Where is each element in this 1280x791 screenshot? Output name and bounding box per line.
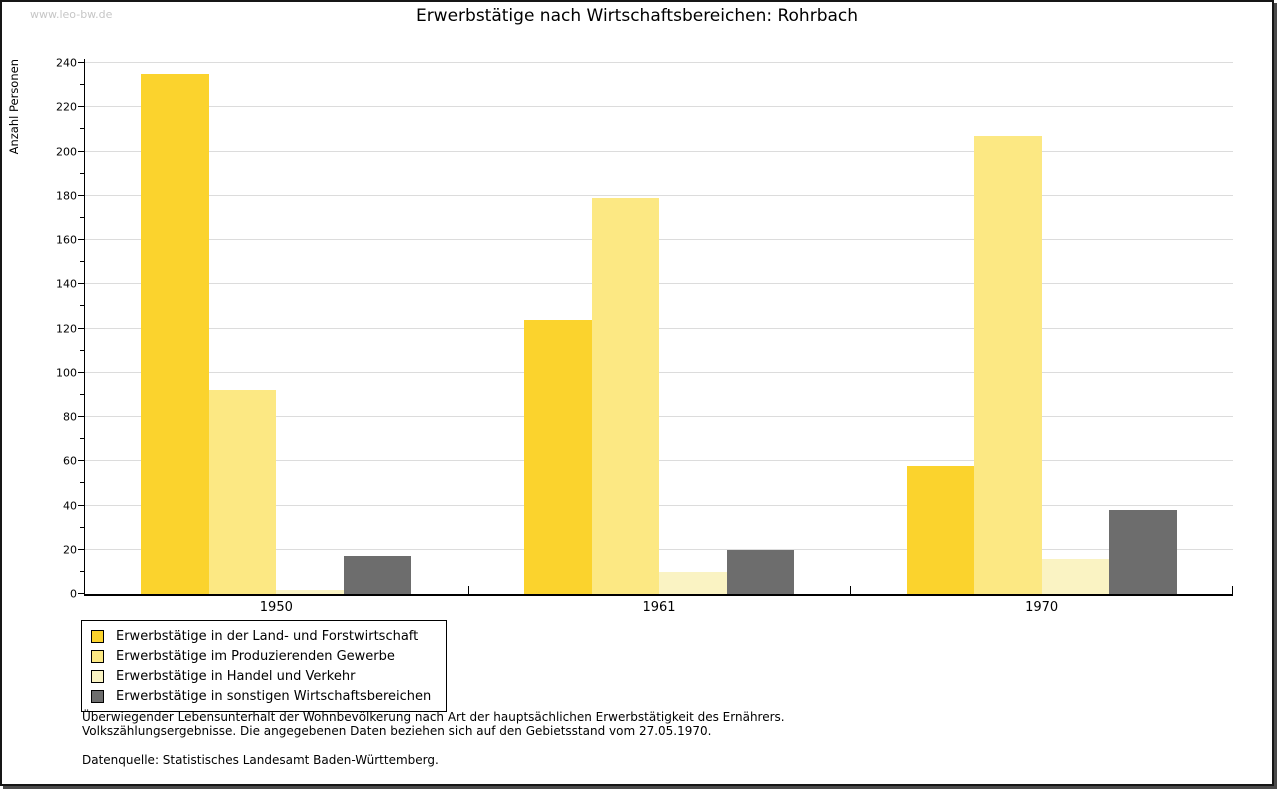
legend-label: Erwerbstätige in sonstigen Wirtschaftsbe… bbox=[116, 688, 432, 704]
y-minor-tick bbox=[80, 482, 84, 484]
gridline bbox=[85, 239, 1233, 240]
gridline bbox=[85, 416, 1233, 417]
bar-1961-series4 bbox=[726, 549, 794, 594]
y-tick bbox=[78, 239, 84, 240]
y-tick bbox=[78, 548, 84, 550]
gridline bbox=[85, 504, 1233, 506]
y-tick bbox=[78, 150, 84, 152]
legend-swatch-icon bbox=[91, 689, 104, 703]
plot-area: 0 20 40 60 80 100 120 140 160 180 200 220 240 1950 196… bbox=[56, 57, 1233, 615]
y-tick-label: 140 bbox=[56, 277, 77, 291]
bar-1950-series3 bbox=[276, 589, 344, 594]
y-tick-label: 40 bbox=[63, 499, 77, 512]
bar-1970-series4 bbox=[1109, 509, 1177, 594]
y-minor-tick bbox=[80, 128, 84, 130]
y-tick-label: 60 bbox=[63, 454, 77, 468]
y-minor-tick bbox=[80, 349, 84, 351]
x-axis-label: 1961 bbox=[642, 600, 676, 615]
legend-box: Erwerbstätige in der Land- und Forstwirt… bbox=[81, 620, 447, 712]
x-axis-label: 1950 bbox=[259, 600, 293, 615]
legend-swatch-icon bbox=[91, 649, 104, 663]
y-tick-label: 220 bbox=[56, 100, 77, 114]
y-tick bbox=[78, 593, 84, 594]
x-tick bbox=[467, 586, 469, 594]
bar-1970-series2 bbox=[974, 136, 1042, 594]
gridline bbox=[85, 327, 1233, 329]
y-minor-tick bbox=[80, 526, 84, 528]
y-minor-tick bbox=[80, 84, 84, 86]
x-axis-label: 1970 bbox=[1025, 600, 1059, 615]
gridline bbox=[85, 460, 1233, 462]
y-tick-label: 80 bbox=[63, 410, 77, 424]
footer-line-2: Volkszählungsergebnisse. Die angegebenen… bbox=[82, 723, 712, 738]
legend-row: Erwerbstätige im Produzierenden Gewerbe bbox=[91, 646, 442, 666]
y-tick bbox=[78, 460, 84, 462]
y-tick bbox=[78, 371, 84, 373]
x-tick bbox=[1232, 586, 1233, 594]
y-tick bbox=[78, 283, 84, 285]
y-tick-label: 0 bbox=[70, 587, 77, 601]
y-minor-tick bbox=[80, 261, 84, 263]
legend-label: Erwerbstätige im Produzierenden Gewerbe bbox=[116, 648, 395, 664]
bar-1970-series1 bbox=[906, 465, 975, 594]
bar-1961-series2 bbox=[591, 197, 659, 594]
legend-label: Erwerbstätige in der Land- und Forstwirt… bbox=[116, 628, 419, 644]
gridline bbox=[85, 106, 1233, 108]
chart-title: Erwerbstätige nach Wirtschaftsbereichen:… bbox=[415, 6, 859, 26]
y-tick-label: 100 bbox=[56, 366, 77, 380]
y-minor-tick bbox=[80, 570, 84, 572]
y-tick bbox=[78, 327, 84, 329]
footer-note: Überwiegender Lebensunterhalt der Wohnbe… bbox=[82, 710, 785, 768]
y-tick bbox=[78, 416, 84, 417]
legend-row: Erwerbstätige in sonstigen Wirtschaftsbe… bbox=[91, 686, 442, 706]
y-minor-tick bbox=[80, 305, 84, 307]
y-minor-tick bbox=[80, 172, 84, 174]
legend-row: Erwerbstätige in Handel und Verkehr bbox=[91, 666, 442, 686]
x-tick bbox=[850, 586, 852, 594]
y-tick bbox=[78, 504, 84, 506]
y-minor-tick bbox=[80, 393, 84, 395]
bar-1950-series4 bbox=[343, 556, 412, 594]
legend-row: Erwerbstätige in der Land- und Forstwirt… bbox=[91, 626, 442, 646]
legend-label: Erwerbstätige in Handel und Verkehr bbox=[116, 668, 356, 684]
data-source: Datenquelle: Statistisches Landesamt Bad… bbox=[82, 753, 439, 767]
gridline bbox=[85, 194, 1233, 196]
gridline bbox=[85, 150, 1233, 152]
gridline bbox=[85, 548, 1233, 550]
gridline bbox=[85, 283, 1233, 285]
y-tick-label: 180 bbox=[56, 189, 77, 203]
gridline bbox=[85, 62, 1233, 63]
y-tick-label: 200 bbox=[56, 145, 77, 158]
bar-1970-series3 bbox=[1041, 558, 1110, 594]
y-tick bbox=[78, 194, 84, 196]
bar-1961-series1 bbox=[524, 319, 592, 594]
footer-line-1: Überwiegender Lebensunterhalt der Wohnbe… bbox=[82, 710, 785, 724]
y-axis-label: Anzahl Personen bbox=[7, 59, 21, 155]
bar-1961-series3 bbox=[659, 571, 727, 594]
y-minor-tick bbox=[80, 216, 84, 218]
y-tick-label: 160 bbox=[56, 233, 77, 247]
y-tick bbox=[78, 62, 84, 63]
y-tick-label: 120 bbox=[56, 322, 77, 335]
y-minor-tick bbox=[80, 438, 84, 440]
gridline bbox=[85, 371, 1233, 373]
bar-1950-series1 bbox=[141, 74, 209, 594]
watermark-text: www.leo-bw.de bbox=[30, 8, 113, 21]
y-tick-label: 20 bbox=[63, 543, 77, 557]
y-tick bbox=[78, 106, 84, 108]
y-tick-label: 240 bbox=[56, 56, 77, 70]
legend-swatch-icon bbox=[91, 629, 104, 643]
bar-1950-series2 bbox=[208, 390, 277, 594]
legend-swatch-icon bbox=[91, 669, 104, 683]
